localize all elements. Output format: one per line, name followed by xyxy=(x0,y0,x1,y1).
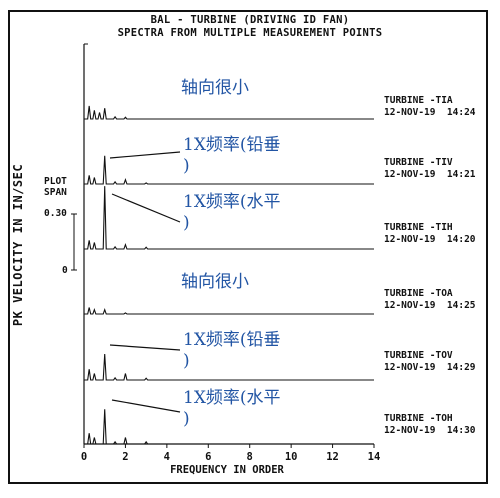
trace-label: TURBINE -TOA 12-NOV-19 14:25 xyxy=(384,288,476,311)
chart-title: BAL - TURBINE (DRIVING ID FAN) xyxy=(150,14,350,26)
pointer-1x-vertical-inboard xyxy=(109,151,181,159)
x-tick-label: 8 xyxy=(246,451,253,463)
plot-span-label: PLOT SPAN xyxy=(44,176,67,198)
x-tick-label: 6 xyxy=(205,451,212,463)
x-axis-label: FREQUENCY IN ORDER xyxy=(170,464,284,476)
x-tick-label: 2 xyxy=(122,451,129,463)
trace-label: TURBINE -TIA 12-NOV-19 14:24 xyxy=(384,95,476,118)
trace-2 xyxy=(84,186,374,250)
pointer-1x-horizontal-inboard xyxy=(111,193,181,223)
trace-0 xyxy=(84,105,374,120)
annotation: 轴向很小 xyxy=(181,272,249,292)
trace-label: TURBINE -TOV 12-NOV-19 14:29 xyxy=(384,350,476,373)
annotation: 1X频率(水平 ) xyxy=(183,192,281,233)
x-tick-label: 0 xyxy=(80,451,88,463)
chart-subtitle: SPECTRA FROM MULTIPLE MEASUREMENT POINTS xyxy=(117,27,383,39)
annotation: 1X频率(水平 ) xyxy=(183,388,281,429)
x-tick-label: 12 xyxy=(326,451,339,463)
plot-span-value: 0.30 xyxy=(44,208,67,219)
trace-4 xyxy=(84,353,374,381)
annotation: 1X频率(铅垂 ) xyxy=(183,135,281,176)
x-tick-label: 14 xyxy=(367,451,381,463)
trace-1 xyxy=(84,155,374,185)
chart-frame xyxy=(8,10,488,484)
zero-label: 0 xyxy=(62,265,68,276)
annotation: 1X频率(铅垂 ) xyxy=(183,330,281,371)
trace-label: TURBINE -TIH 12-NOV-19 14:20 xyxy=(384,222,476,245)
trace-label: TURBINE -TIV 12-NOV-19 14:21 xyxy=(384,157,476,180)
x-tick-label: 10 xyxy=(284,451,298,463)
pointer-1x-horizontal-outboard xyxy=(111,399,181,413)
pointer-1x-vertical-outboard xyxy=(109,344,181,351)
trace-label: TURBINE -TOH 12-NOV-19 14:30 xyxy=(384,413,476,436)
x-tick-label: 4 xyxy=(163,451,170,463)
trace-3 xyxy=(84,307,374,315)
annotation: 轴向很小 xyxy=(181,78,249,98)
